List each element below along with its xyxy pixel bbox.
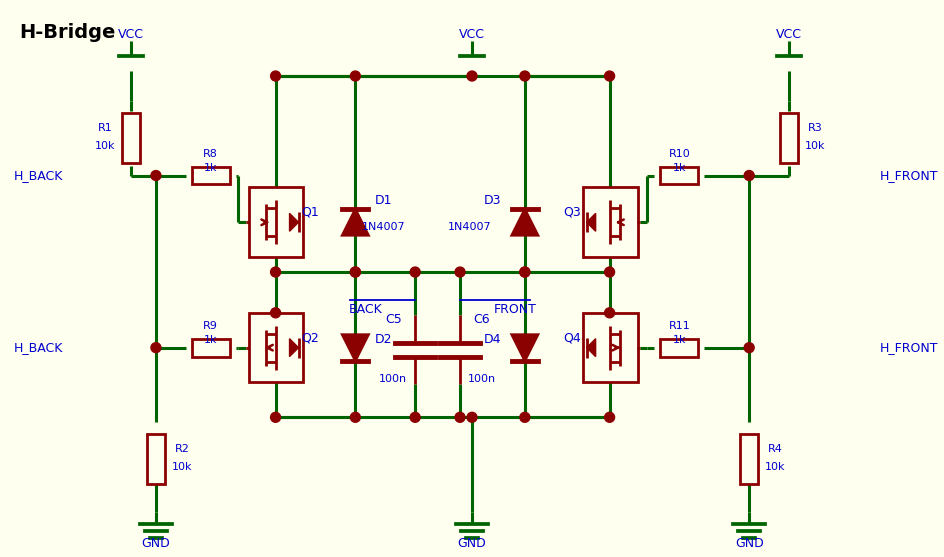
Text: H_FRONT: H_FRONT [880,341,938,354]
Text: Q1: Q1 [301,206,319,219]
Text: H_BACK: H_BACK [13,341,62,354]
Text: FRONT: FRONT [494,304,536,316]
Text: 1k: 1k [673,163,686,173]
Bar [582,313,637,383]
Polygon shape [343,209,368,235]
Text: C5: C5 [385,313,401,326]
Text: H_BACK: H_BACK [13,169,62,182]
Text: R4: R4 [767,444,783,454]
Polygon shape [586,339,596,356]
Circle shape [744,343,754,353]
Circle shape [151,343,160,353]
Text: 1k: 1k [204,335,217,345]
Circle shape [271,71,280,81]
Text: R9: R9 [203,321,218,331]
Polygon shape [290,213,298,231]
Circle shape [467,412,477,422]
Text: GND: GND [142,537,170,550]
Text: R2: R2 [175,444,190,454]
Bar [122,113,140,163]
Text: 100n: 100n [379,374,407,384]
Circle shape [604,308,615,318]
Bar [192,167,229,184]
Text: D1: D1 [375,194,392,207]
Bar [661,339,699,356]
Text: H-Bridge: H-Bridge [19,23,116,42]
Text: VCC: VCC [776,28,802,41]
Polygon shape [512,335,538,360]
Text: BACK: BACK [348,304,382,316]
Circle shape [455,412,465,422]
Text: Q2: Q2 [301,331,319,344]
Circle shape [350,267,361,277]
Circle shape [411,267,420,277]
Text: Q3: Q3 [563,206,581,219]
Text: VCC: VCC [118,28,144,41]
Circle shape [350,412,361,422]
Text: GND: GND [734,537,764,550]
Text: R3: R3 [808,123,822,133]
Text: R11: R11 [668,321,690,331]
Text: D4: D4 [484,333,501,346]
Text: 1k: 1k [204,163,217,173]
Text: Q4: Q4 [563,331,581,344]
Bar [147,434,165,484]
Circle shape [350,267,361,277]
Text: GND: GND [458,537,486,550]
Bar [248,188,304,257]
Circle shape [411,412,420,422]
Text: R1: R1 [98,123,112,133]
Circle shape [744,170,754,180]
Text: 10k: 10k [765,462,785,472]
Text: R10: R10 [668,149,690,159]
Circle shape [271,308,280,318]
Circle shape [455,267,465,277]
Bar [248,313,304,383]
Text: 1k: 1k [673,335,686,345]
Circle shape [520,267,530,277]
Text: 1N4007: 1N4007 [448,222,492,232]
Text: 10k: 10k [804,141,825,150]
Bar [780,113,798,163]
Text: D2: D2 [375,333,392,346]
Text: C6: C6 [474,313,490,326]
Polygon shape [586,213,596,231]
Text: H_FRONT: H_FRONT [880,169,938,182]
Text: D3: D3 [484,194,501,207]
Bar [661,167,699,184]
Circle shape [520,71,530,81]
Text: R8: R8 [203,149,218,159]
Circle shape [604,412,615,422]
Bar [192,339,229,356]
Polygon shape [343,335,368,360]
Text: 10k: 10k [172,462,193,472]
Text: 10k: 10k [94,141,115,150]
Circle shape [271,267,280,277]
Text: VCC: VCC [459,28,485,41]
Circle shape [151,170,160,180]
Circle shape [271,412,280,422]
Circle shape [604,267,615,277]
Text: 1N4007: 1N4007 [362,222,405,232]
Circle shape [520,267,530,277]
Bar [582,188,637,257]
Text: 100n: 100n [468,374,496,384]
Polygon shape [512,209,538,235]
Polygon shape [290,339,298,356]
Circle shape [467,71,477,81]
Circle shape [604,71,615,81]
Bar [740,434,758,484]
Circle shape [350,71,361,81]
Circle shape [520,412,530,422]
